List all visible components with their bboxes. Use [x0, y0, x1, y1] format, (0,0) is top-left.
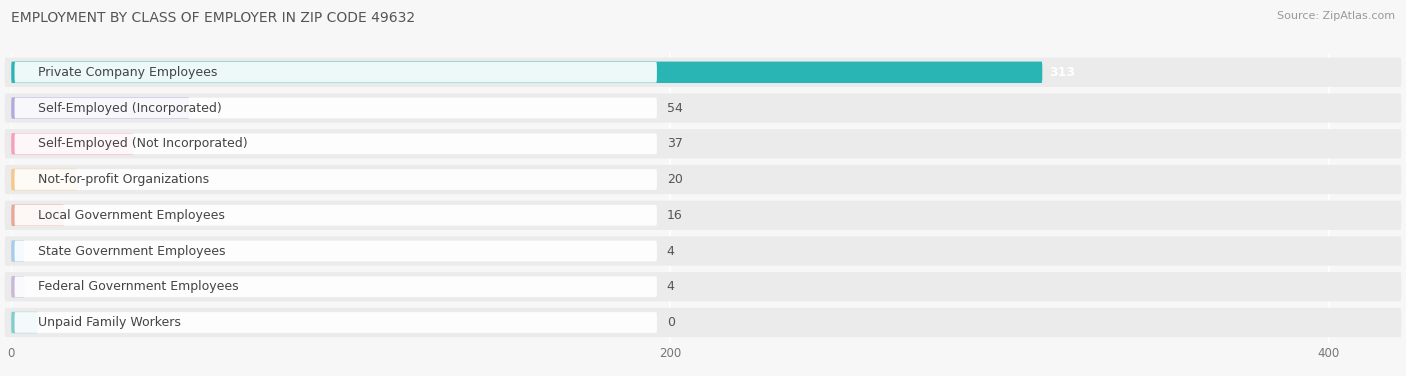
Text: Not-for-profit Organizations: Not-for-profit Organizations: [38, 173, 208, 186]
Text: EMPLOYMENT BY CLASS OF EMPLOYER IN ZIP CODE 49632: EMPLOYMENT BY CLASS OF EMPLOYER IN ZIP C…: [11, 11, 415, 25]
FancyBboxPatch shape: [4, 93, 1402, 123]
FancyBboxPatch shape: [4, 165, 1402, 194]
FancyBboxPatch shape: [14, 133, 657, 154]
Text: 20: 20: [666, 173, 683, 186]
FancyBboxPatch shape: [11, 62, 1042, 83]
FancyBboxPatch shape: [11, 312, 38, 333]
FancyBboxPatch shape: [11, 240, 24, 262]
Text: Unpaid Family Workers: Unpaid Family Workers: [38, 316, 180, 329]
Text: 313: 313: [1049, 66, 1074, 79]
Text: Local Government Employees: Local Government Employees: [38, 209, 225, 222]
FancyBboxPatch shape: [14, 62, 657, 83]
FancyBboxPatch shape: [14, 276, 657, 297]
Text: 4: 4: [666, 280, 675, 293]
Text: 37: 37: [666, 137, 683, 150]
Text: Self-Employed (Incorporated): Self-Employed (Incorporated): [38, 102, 221, 115]
FancyBboxPatch shape: [4, 129, 1402, 158]
Text: Federal Government Employees: Federal Government Employees: [38, 280, 238, 293]
Text: State Government Employees: State Government Employees: [38, 244, 225, 258]
FancyBboxPatch shape: [14, 241, 657, 261]
FancyBboxPatch shape: [4, 272, 1402, 302]
FancyBboxPatch shape: [11, 205, 63, 226]
FancyBboxPatch shape: [11, 276, 24, 297]
FancyBboxPatch shape: [11, 97, 190, 119]
Text: Self-Employed (Not Incorporated): Self-Employed (Not Incorporated): [38, 137, 247, 150]
FancyBboxPatch shape: [14, 312, 657, 333]
Text: Private Company Employees: Private Company Employees: [38, 66, 217, 79]
FancyBboxPatch shape: [11, 133, 134, 155]
Text: 4: 4: [666, 244, 675, 258]
Text: Source: ZipAtlas.com: Source: ZipAtlas.com: [1277, 11, 1395, 21]
FancyBboxPatch shape: [14, 98, 657, 118]
FancyBboxPatch shape: [14, 169, 657, 190]
FancyBboxPatch shape: [4, 237, 1402, 266]
Text: 16: 16: [666, 209, 682, 222]
Text: 0: 0: [666, 316, 675, 329]
Text: 54: 54: [666, 102, 683, 115]
FancyBboxPatch shape: [4, 308, 1402, 337]
FancyBboxPatch shape: [4, 201, 1402, 230]
FancyBboxPatch shape: [4, 58, 1402, 87]
FancyBboxPatch shape: [11, 169, 77, 190]
FancyBboxPatch shape: [14, 205, 657, 226]
